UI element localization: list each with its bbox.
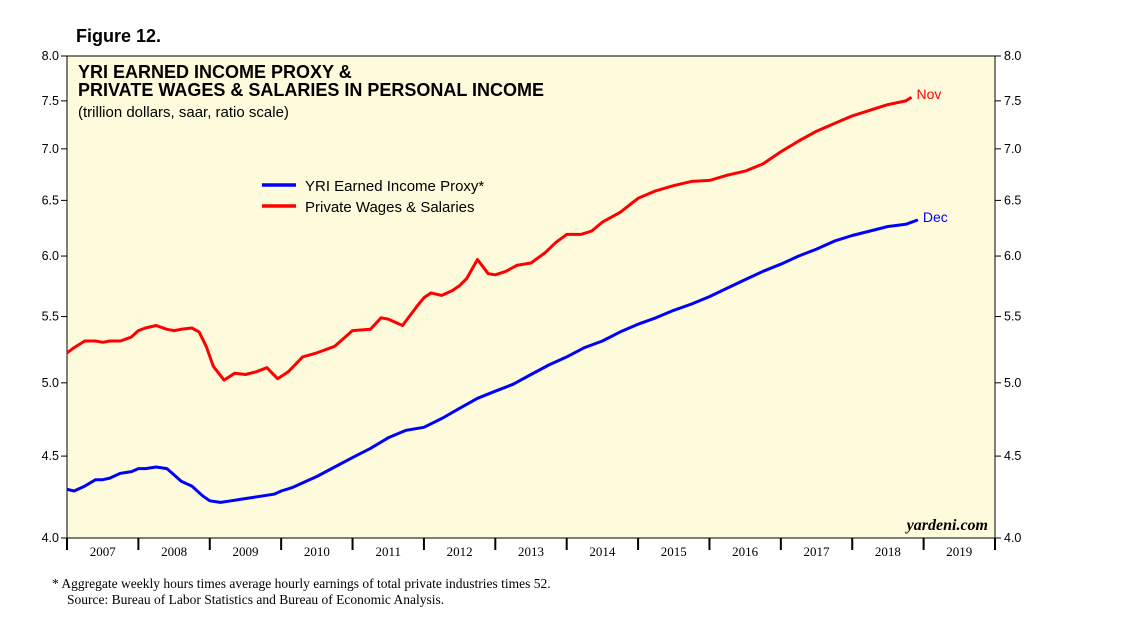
- chart-title-line1: YRI EARNED INCOME PROXY &: [78, 62, 352, 82]
- x-tick-label: 2007: [90, 544, 117, 559]
- series-line-blue: [66, 218, 919, 504]
- y-tick-label-left: 5.5: [42, 310, 59, 324]
- x-tick-label: 2015: [661, 544, 687, 559]
- y-tick-label-right: 6.5: [1004, 193, 1021, 207]
- y-tick-label-right: 6.0: [1004, 249, 1021, 263]
- y-tick-label-left: 8.0: [42, 49, 59, 63]
- chart: 4.0 4.0 4.5 4.5 5.0 5.0 5.5 5.5 6.0 6.0 6.5 6.5 7.0 7…: [42, 49, 1022, 559]
- y-tick-label-left: 5.0: [42, 376, 59, 390]
- plot-area: [66, 55, 996, 539]
- x-tick-label: 2018: [875, 544, 901, 559]
- chart-title-line2: PRIVATE WAGES & SALARIES IN PERSONAL INC…: [78, 80, 544, 100]
- figure-label: Figure 12.: [76, 26, 162, 46]
- x-tick-label: 2011: [375, 544, 401, 559]
- x-tick-label: 2013: [518, 544, 544, 559]
- end-label-blue: Dec: [923, 209, 948, 225]
- watermark: yardeni.com: [905, 517, 988, 534]
- chart-subtitle: (trillion dollars, saar, ratio scale): [78, 104, 289, 121]
- footnote-line1: * Aggregate weekly hours times average h…: [52, 576, 551, 591]
- y-tick-label-right: 7.0: [1004, 142, 1021, 156]
- series-line-red: [66, 95, 913, 382]
- footnote-source: Source: Bureau of Labor Statistics and B…: [67, 592, 445, 607]
- y-tick-label-left: 7.0: [42, 142, 59, 156]
- x-tick-label: 2010: [304, 544, 330, 559]
- y-tick-label-left: 7.5: [42, 94, 59, 108]
- y-tick-label-left: 4.0: [42, 531, 59, 545]
- x-tick-label: 2009: [232, 544, 258, 559]
- y-tick-label-right: 5.0: [1004, 376, 1021, 390]
- x-axis: 2007 2008 2009 2010 2011 2012 2013 2014 2015 2016…: [66, 538, 996, 559]
- x-tick-label: 2012: [447, 544, 473, 559]
- x-tick-label: 2019: [946, 544, 972, 559]
- x-tick-label: 2016: [732, 544, 759, 559]
- y-tick-label-right: 4.5: [1004, 449, 1021, 463]
- x-tick-label: 2008: [161, 544, 187, 559]
- y-tick-label-right: 4.0: [1004, 531, 1021, 545]
- y-axis: 4.0 4.0 4.5 4.5 5.0 5.0 5.5 5.5 6.0 6.0 6.5 6.5 7.0 7…: [42, 49, 1022, 545]
- x-tick-label: 2017: [804, 544, 831, 559]
- y-tick-label-left: 6.5: [42, 193, 59, 207]
- y-tick-label-right: 7.5: [1004, 94, 1021, 108]
- series-lines: [66, 95, 919, 504]
- x-tick-label: 2014: [589, 544, 616, 559]
- legend: YRI Earned Income Proxy* Private Wages &…: [262, 178, 484, 216]
- y-tick-label-right: 8.0: [1004, 49, 1021, 63]
- y-tick-label-left: 6.0: [42, 249, 59, 263]
- y-tick-label-right: 5.5: [1004, 310, 1021, 324]
- y-tick-label-left: 4.5: [42, 449, 59, 463]
- footnote: * Aggregate weekly hours times average h…: [52, 576, 551, 608]
- legend-label-blue: YRI Earned Income Proxy*: [305, 178, 484, 195]
- legend-label-red: Private Wages & Salaries: [305, 199, 475, 216]
- end-label-red: Nov: [916, 86, 941, 102]
